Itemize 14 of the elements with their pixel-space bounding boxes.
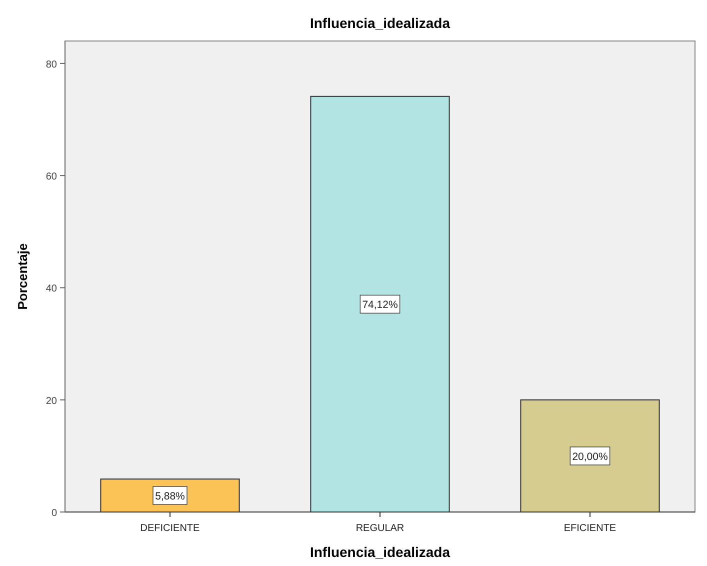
- x-tick-label: DEFICIENTE: [140, 523, 200, 534]
- x-tick-label: REGULAR: [356, 523, 404, 534]
- data-label: 20,00%: [572, 450, 608, 463]
- y-axis-title: Porcentaje: [15, 243, 30, 310]
- data-label: 5,88%: [155, 490, 185, 503]
- y-tick-label: 40: [46, 284, 58, 295]
- y-tick-label: 80: [46, 59, 58, 70]
- chart-title: Influencia_idealizada: [310, 15, 450, 31]
- y-tick-label: 60: [46, 172, 58, 183]
- x-tick-label: EFICIENTE: [564, 523, 616, 534]
- x-axis-title: Influencia_idealizada: [310, 544, 450, 560]
- y-tick-label: 20: [46, 396, 58, 407]
- y-tick-label: 0: [51, 508, 58, 519]
- data-label: 74,12%: [362, 299, 398, 312]
